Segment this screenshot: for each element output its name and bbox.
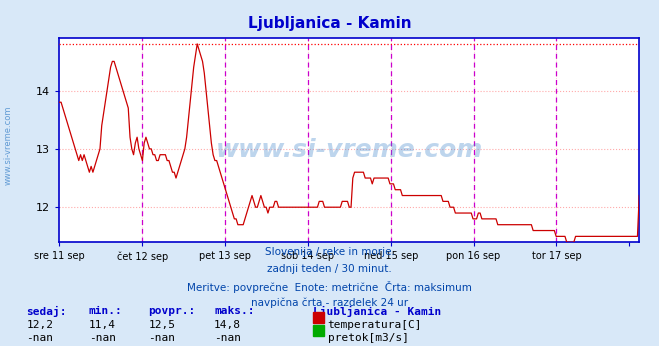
Text: www.si-vreme.com: www.si-vreme.com	[4, 106, 13, 185]
Text: Ljubljanica - Kamin: Ljubljanica - Kamin	[248, 16, 411, 30]
Text: www.si-vreme.com: www.si-vreme.com	[215, 138, 483, 162]
Text: Slovenija / reke in morje.: Slovenija / reke in morje.	[264, 247, 395, 257]
Text: pretok[m3/s]: pretok[m3/s]	[328, 333, 409, 343]
Text: 14,8: 14,8	[214, 320, 241, 330]
Text: zadnji teden / 30 minut.: zadnji teden / 30 minut.	[267, 264, 392, 274]
Text: temperatura[C]: temperatura[C]	[328, 320, 422, 330]
Text: min.:: min.:	[89, 306, 123, 316]
Text: sedaj:: sedaj:	[26, 306, 67, 317]
Text: Meritve: povprečne  Enote: metrične  Črta: maksimum: Meritve: povprečne Enote: metrične Črta:…	[187, 281, 472, 293]
Text: navpična črta - razdelek 24 ur: navpična črta - razdelek 24 ur	[251, 297, 408, 308]
Text: -nan: -nan	[89, 333, 116, 343]
Text: maks.:: maks.:	[214, 306, 254, 316]
Text: 12,5: 12,5	[148, 320, 175, 330]
Text: -nan: -nan	[148, 333, 175, 343]
Text: -nan: -nan	[214, 333, 241, 343]
Text: povpr.:: povpr.:	[148, 306, 196, 316]
Text: 11,4: 11,4	[89, 320, 116, 330]
Text: 12,2: 12,2	[26, 320, 53, 330]
Text: Ljubljanica - Kamin: Ljubljanica - Kamin	[313, 306, 442, 317]
Text: -nan: -nan	[26, 333, 53, 343]
